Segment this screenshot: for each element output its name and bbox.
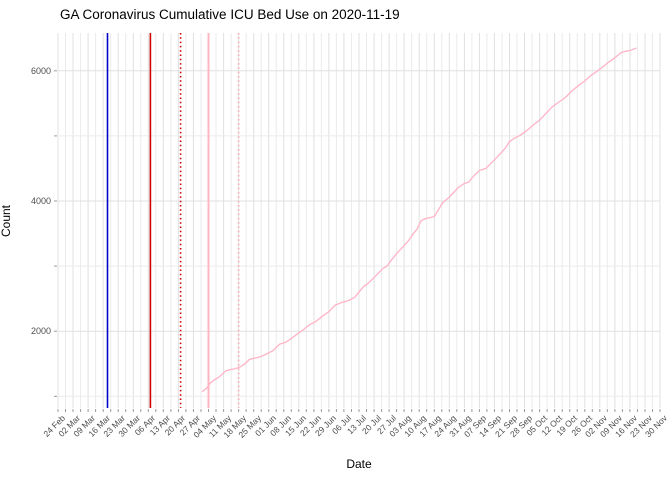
x-axis-title: Date [346, 457, 372, 471]
y-axis-title: Count [0, 204, 13, 238]
chart-title: GA Coronavirus Cumulative ICU Bed Use on… [60, 7, 400, 22]
y-tick-label: 6000 [30, 65, 51, 76]
y-tick-label: 4000 [30, 196, 51, 206]
cumulative-icu-beds-line [201, 47, 637, 393]
y-tick-label: 2000 [30, 326, 51, 337]
